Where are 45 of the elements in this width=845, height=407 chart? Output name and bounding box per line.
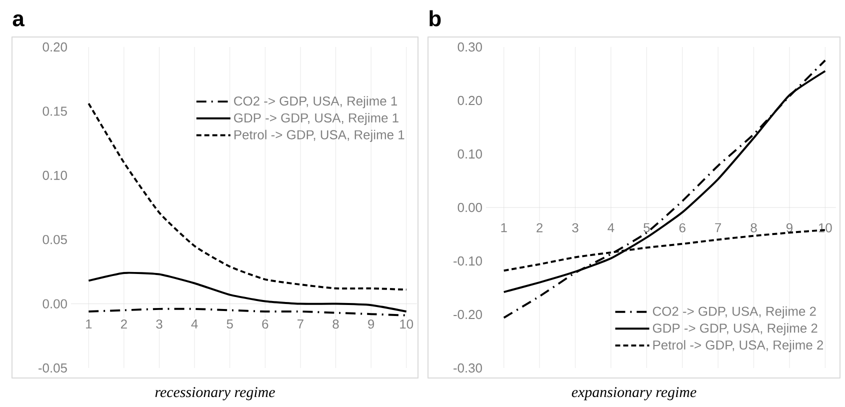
- legend-label: CO2 -> GDP, USA, Rejime 2: [652, 306, 816, 318]
- y-tick-label: 0.05: [42, 235, 67, 244]
- x-tick-label: 7: [715, 223, 722, 232]
- y-tick-label: 0.30: [458, 42, 482, 52]
- y-tick-label: 0.15: [42, 106, 67, 116]
- x-tick-label: 7: [298, 320, 304, 328]
- x-tick-label: 9: [368, 319, 374, 329]
- legend-label: Petrol -> GDP, USA, Rejime 1: [234, 130, 404, 142]
- chart-title: b: [430, 10, 441, 26]
- y-tick-label: 0.10: [458, 149, 482, 159]
- x-axis-title: expansionary regime: [572, 387, 696, 400]
- x-axis-title: recessionary regime: [155, 387, 275, 400]
- y-tick-label: 0.20: [458, 96, 482, 106]
- x-tick-label: 6: [679, 223, 686, 232]
- x-tick-label: 3: [572, 223, 578, 232]
- chart-title: a: [12, 14, 25, 26]
- x-tick-label: 6: [262, 319, 268, 329]
- x-tick-label: 5: [226, 320, 233, 329]
- x-tick-label: 10: [818, 223, 832, 232]
- x-tick-label: 3: [156, 319, 162, 329]
- x-tick-label: 1: [86, 320, 92, 328]
- line-series: [88, 308, 408, 316]
- line-series: [88, 272, 408, 313]
- x-tick-label: 10: [400, 319, 414, 329]
- y-tick-label: -0.05: [38, 363, 67, 373]
- legend-label: GDP -> GDP, USA, Rejime 2: [652, 323, 818, 336]
- legend-label: GDP -> GDP, USA, Rejime 1: [234, 112, 398, 126]
- x-tick-label: 1: [501, 223, 507, 232]
- legend-label: Petrol -> GDP, USA, Rejime 2: [653, 340, 824, 352]
- legend-label: CO2 -> GDP, USA, Rejime 1: [234, 96, 397, 108]
- x-tick-label: 4: [191, 320, 198, 328]
- y-tick-label: -0.30: [454, 363, 482, 373]
- y-tick-label: 0.00: [458, 202, 482, 212]
- y-tick-label: 0.20: [42, 42, 67, 52]
- y-tick-label: -0.20: [454, 310, 482, 320]
- y-tick-label: -0.10: [454, 256, 482, 266]
- x-tick-label: 5: [644, 223, 650, 232]
- x-tick-label: 2: [121, 319, 127, 329]
- y-tick-label: 0.10: [42, 170, 67, 180]
- y-tick-label: 0.00: [42, 299, 67, 308]
- x-tick-label: 4: [608, 223, 614, 232]
- x-tick-label: 8: [750, 223, 757, 232]
- x-tick-label: 9: [786, 223, 792, 232]
- x-tick-label: 2: [536, 223, 543, 232]
- x-tick-label: 8: [332, 319, 339, 329]
